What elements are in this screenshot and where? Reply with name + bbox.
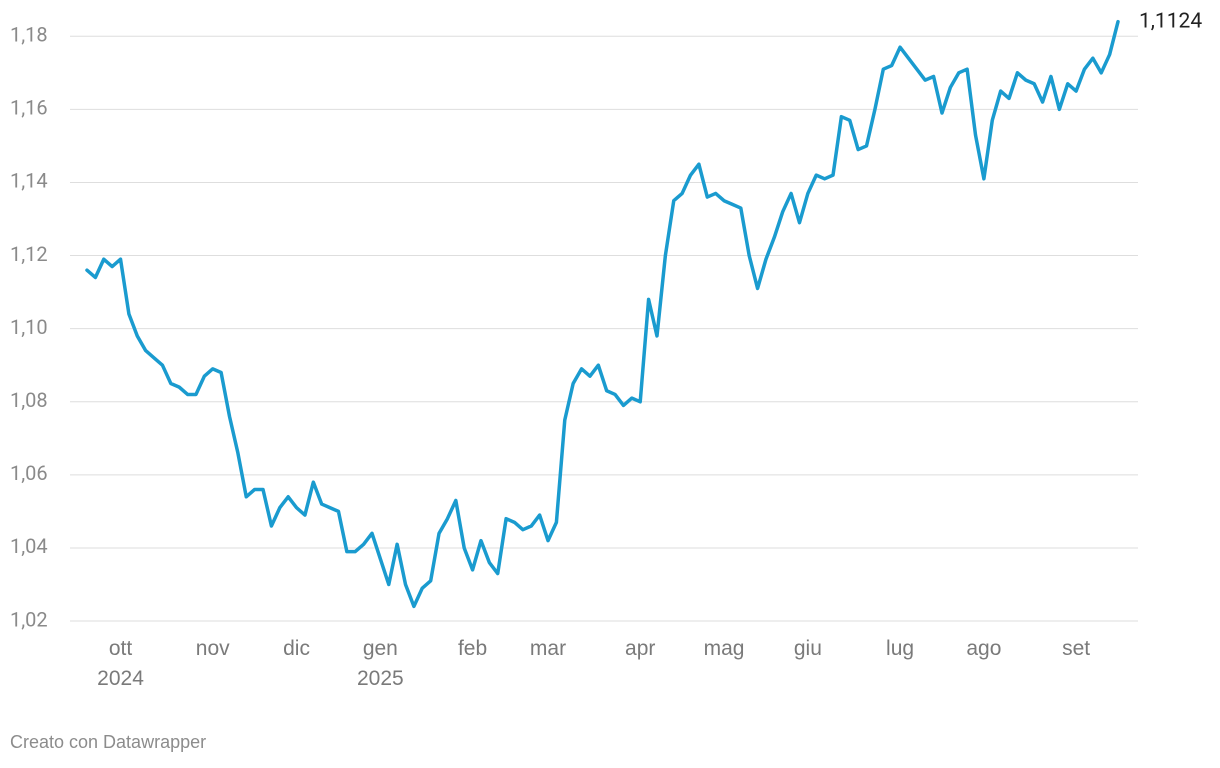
footer: Creato con Datawrapper xyxy=(10,732,207,752)
x-tick-label: mag xyxy=(703,637,745,660)
series-line xyxy=(85,19,1120,609)
x-tick-label: nov xyxy=(195,637,230,660)
y-tick-label: 1,14 xyxy=(10,169,48,193)
grid xyxy=(70,35,1138,622)
x-tick-label: gen 2025 xyxy=(357,637,404,690)
y-tick-label: 1,10 xyxy=(10,315,48,339)
x-tick-label: dic xyxy=(283,637,310,660)
x-tick-label: apr xyxy=(625,637,656,660)
y-tick-label: 1,18 xyxy=(10,23,48,47)
y-tick-label: 1,06 xyxy=(10,461,48,485)
x-tick-label: mar xyxy=(529,637,567,660)
y-tick-label: 1,12 xyxy=(10,242,48,266)
x-tick-label: feb xyxy=(457,637,488,660)
y-tick-label: 1,02 xyxy=(10,607,48,631)
y-tick-label: 1,08 xyxy=(10,388,48,412)
x-tick-label: set xyxy=(1062,637,1091,660)
x-tick-label: giu xyxy=(793,637,822,660)
y-tick-label: 1,16 xyxy=(10,96,48,120)
x-tick-label: lug xyxy=(886,637,915,660)
x-tick-label: ott 2024 xyxy=(97,637,144,690)
y-tick-label: 1,04 xyxy=(10,534,48,558)
x-tick-label: ago xyxy=(966,637,1002,660)
end-annotation: 1,1124 xyxy=(1139,10,1202,34)
